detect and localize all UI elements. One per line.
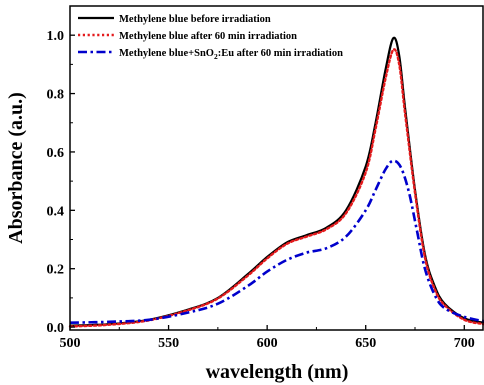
x-tick-label: 550 [158,336,179,351]
legend-label-2: Methylene blue after 60 min irradiation [119,31,297,42]
y-tick-label: 0.2 [47,263,65,278]
x-tick-label: 650 [355,336,376,351]
x-tick-label: 600 [257,336,278,351]
series-line-2 [68,48,484,328]
legend-label-1: Methylene blue before irradiation [119,14,271,25]
y-tick-label: 1.0 [47,29,65,44]
legend-label-3: Methylene blue+SnO2:Eu after 60 min irra… [119,48,343,61]
x-tick-label: 500 [60,336,81,351]
chart-marks [68,36,484,328]
legend: Methylene blue before irradiation Methyle… [78,14,343,61]
y-tick-label: 0.6 [47,146,65,161]
y-axis-title: Absorbance (a.u.) [5,92,27,244]
series-line-1 [69,36,484,327]
y-tick-label: 0.8 [47,88,65,103]
axes: 500 550 600 650 700 0.0 0.2 0.4 0.6 0.8 1.0 [47,5,484,351]
y-tick-label: 0.0 [47,321,65,336]
plot-frame [69,5,484,331]
x-axis-title: wavelength (nm) [206,361,349,383]
y-tick-label: 0.4 [47,204,65,219]
x-tick-label: 700 [454,336,475,351]
series-line-3 [69,159,484,324]
